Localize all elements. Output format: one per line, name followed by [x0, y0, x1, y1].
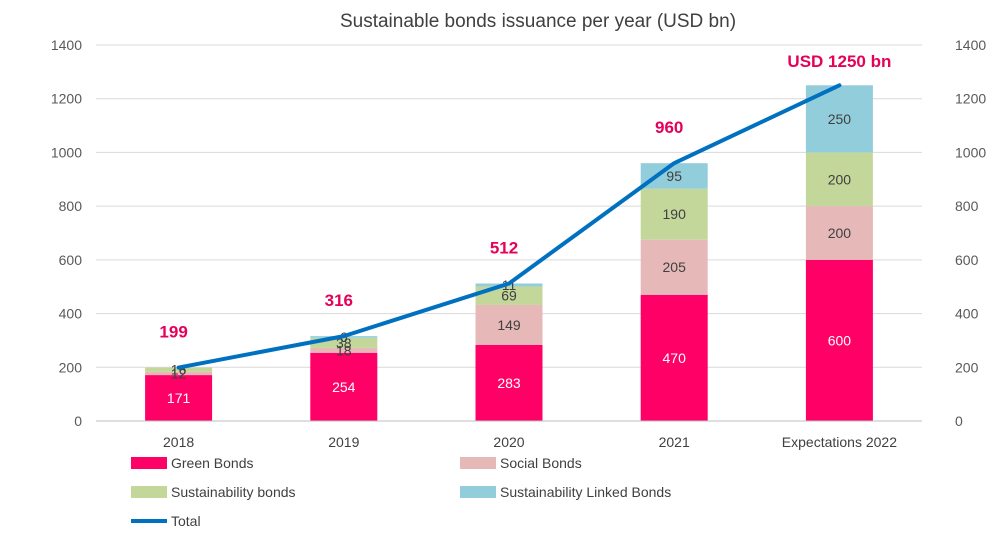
y-tick-label-left: 1000 — [51, 144, 82, 160]
y-tick-label-left: 400 — [59, 306, 83, 322]
bar-segment — [640, 294, 708, 421]
bar-segment — [805, 206, 873, 260]
bar-segment — [145, 367, 213, 372]
bar-segment — [310, 347, 378, 353]
x-tick-label: 2020 — [493, 434, 524, 450]
data-label: 149 — [497, 317, 521, 333]
data-label: 200 — [828, 225, 852, 241]
bar-segment — [640, 163, 708, 189]
data-label: 250 — [828, 111, 852, 127]
total-label: 960 — [655, 118, 683, 137]
data-label: 470 — [663, 350, 687, 366]
legend-swatch — [131, 486, 167, 498]
data-label: 283 — [497, 375, 521, 391]
x-tick-label: 2021 — [659, 434, 690, 450]
data-label: 69 — [501, 288, 517, 304]
legend-swatch — [131, 457, 167, 469]
data-label: 95 — [666, 168, 682, 184]
x-tick-label: 2019 — [328, 434, 359, 450]
bar-segment — [640, 239, 708, 295]
legend-swatch — [460, 457, 496, 469]
y-tick-label-left: 1400 — [51, 37, 82, 53]
bar-segment — [310, 352, 378, 421]
data-label: 200 — [828, 171, 852, 187]
total-label: USD 1250 bn — [787, 52, 891, 71]
total-label: 512 — [490, 238, 518, 257]
y-tick-label-right: 600 — [955, 252, 979, 268]
bars: 1711216254183862831496911470205190956002… — [145, 85, 873, 421]
bar-segment — [475, 286, 543, 305]
data-label: 600 — [828, 332, 852, 348]
bar-segment — [805, 152, 873, 207]
legend: Green Bonds Social Bonds Sustainability bo… — [131, 455, 671, 529]
y-tick-label-right: 800 — [955, 198, 979, 214]
total-line-path — [176, 83, 842, 370]
bar-segment — [145, 371, 213, 376]
x-axis: 2018 2019 2020 2021 Expectations 2022 — [96, 420, 922, 450]
y-tick-label-left: 200 — [59, 359, 83, 375]
y-tick-label-left: 0 — [74, 413, 82, 429]
y-tick-label-right: 400 — [955, 306, 979, 322]
y-tick-label-right: 1400 — [955, 37, 986, 53]
legend-label: Sustainability bonds — [171, 484, 296, 500]
data-label: 171 — [167, 390, 191, 406]
y-tick-label-right: 0 — [955, 413, 963, 429]
bar-segment — [310, 337, 378, 348]
bar-segment — [145, 375, 213, 421]
total-label: 199 — [159, 323, 187, 342]
bar-segment — [475, 304, 543, 345]
y-axis-right: 0 200 400 600 800 1000 1200 1400 — [955, 37, 986, 429]
y-axis-left: 0 200 400 600 800 1000 1200 1400 — [51, 37, 82, 429]
y-tick-label-left: 600 — [59, 252, 83, 268]
data-label: 18 — [336, 342, 352, 358]
total-labels: 199 316 512 960 USD 1250 bn — [159, 52, 891, 342]
legend-label: Total — [171, 513, 201, 529]
bar-segment — [640, 188, 708, 240]
total-line — [176, 83, 842, 370]
y-tick-label-right: 200 — [955, 359, 979, 375]
bar-segment — [805, 259, 873, 421]
legend-label: Green Bonds — [171, 455, 254, 471]
total-label: 316 — [325, 291, 353, 310]
legend-label: Social Bonds — [500, 455, 582, 471]
x-tick-label: Expectations 2022 — [782, 434, 897, 450]
data-label: 205 — [663, 259, 687, 275]
y-tick-label-right: 1200 — [955, 91, 986, 107]
data-label: 16 — [171, 362, 187, 378]
y-tick-label-left: 800 — [59, 198, 83, 214]
legend-label: Sustainability Linked Bonds — [500, 484, 671, 500]
y-tick-label-left: 1200 — [51, 91, 82, 107]
chart-title: Sustainable bonds issuance per year (USD… — [340, 11, 736, 32]
y-tick-label-right: 1000 — [955, 144, 986, 160]
legend-swatch — [460, 486, 496, 498]
x-tick-label: 2018 — [163, 434, 194, 450]
data-label: 254 — [332, 379, 356, 395]
bar-segment — [475, 344, 543, 421]
data-label: 190 — [663, 206, 687, 222]
data-label: 12 — [171, 365, 187, 381]
